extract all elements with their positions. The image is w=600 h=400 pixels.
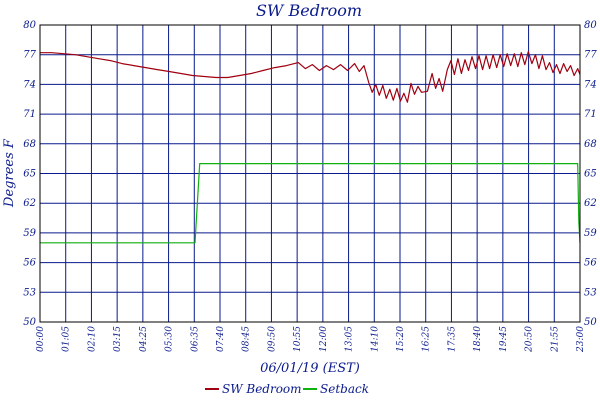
x-tick-label: 09:50	[267, 326, 277, 352]
series-lines	[40, 51, 581, 244]
grid	[39, 24, 581, 323]
y-tick-label-left: 77	[23, 50, 36, 61]
x-tick-label: 21:55	[550, 326, 560, 353]
x-tick-label: 00:00	[36, 326, 46, 352]
x-tick-label: 16:25	[422, 326, 432, 352]
y-tick-label-left: 50	[23, 317, 36, 328]
y-tick-label-left: 80	[23, 20, 36, 31]
x-tick-label: 07:40	[216, 326, 226, 352]
x-tick-label: 14:10	[370, 326, 380, 352]
x-tick-label: 19:45	[499, 326, 509, 352]
series-line-sw-bedroom	[40, 51, 581, 103]
y-axis-label: Degrees F	[2, 138, 17, 208]
y-tick-label-right: 59	[584, 228, 597, 239]
x-tick-label: 03:15	[113, 326, 123, 352]
y-tick-label-right: 56	[584, 258, 597, 269]
legend-label-setback: Setback	[320, 382, 369, 396]
x-tick-label: 06:35	[190, 326, 200, 352]
y-tick-labels: 50 50 53 53 56 56 59 59 62 62 65 65 68 68 71 71 74 74 77 77…	[23, 20, 597, 328]
y-tick-label-right: 80	[584, 20, 597, 31]
x-tick-label: 23:00	[576, 326, 586, 353]
y-tick-label-left: 62	[23, 198, 36, 209]
x-tick-label: 12:00	[319, 326, 329, 352]
y-tick-label-left: 68	[23, 139, 36, 150]
x-axis-label: 06/01/19 (EST)	[260, 361, 360, 376]
y-tick-label-left: 59	[23, 228, 36, 239]
y-tick-label-left: 56	[23, 258, 36, 269]
y-tick-label-right: 65	[584, 169, 597, 180]
y-tick-label-right: 74	[584, 79, 597, 90]
plot-frame	[39, 24, 581, 323]
series-line-setback	[40, 163, 581, 244]
y-tick-label-left: 71	[23, 109, 36, 120]
y-tick-label-right: 62	[584, 198, 597, 209]
x-tick-label: 02:10	[87, 326, 97, 352]
chart-title: SW Bedroom	[256, 1, 362, 20]
x-tick-label: 13:05	[345, 326, 355, 352]
y-tick-label-right: 50	[584, 317, 597, 328]
legend: SW Bedroom Setback	[205, 382, 369, 396]
y-tick-label-right: 53	[584, 287, 597, 298]
x-tick-label: 04:25	[139, 326, 149, 352]
x-tick-label: 20:50	[525, 326, 535, 353]
legend-label-sw-bedroom: SW Bedroom	[222, 382, 302, 396]
x-tick-label: 10:55	[293, 326, 303, 352]
y-tick-label-left: 53	[23, 287, 36, 298]
y-tick-label-left: 65	[23, 169, 36, 180]
x-tick-labels: 00:00 01:05 02:10 03:15 04:25 05:30 06:35 07:40…	[36, 326, 586, 353]
y-tick-label-left: 74	[23, 79, 36, 90]
y-tick-label-right: 71	[584, 109, 597, 120]
x-tick-label: 15:20	[396, 326, 406, 352]
x-tick-label: 05:30	[165, 326, 175, 352]
x-tick-label: 17:35	[447, 326, 457, 352]
y-tick-label-right: 77	[584, 50, 597, 61]
x-tick-label: 01:05	[62, 326, 72, 352]
y-tick-label-right: 68	[584, 139, 597, 150]
x-tick-label: 08:45	[242, 326, 252, 352]
x-tick-label: 18:40	[473, 326, 483, 352]
